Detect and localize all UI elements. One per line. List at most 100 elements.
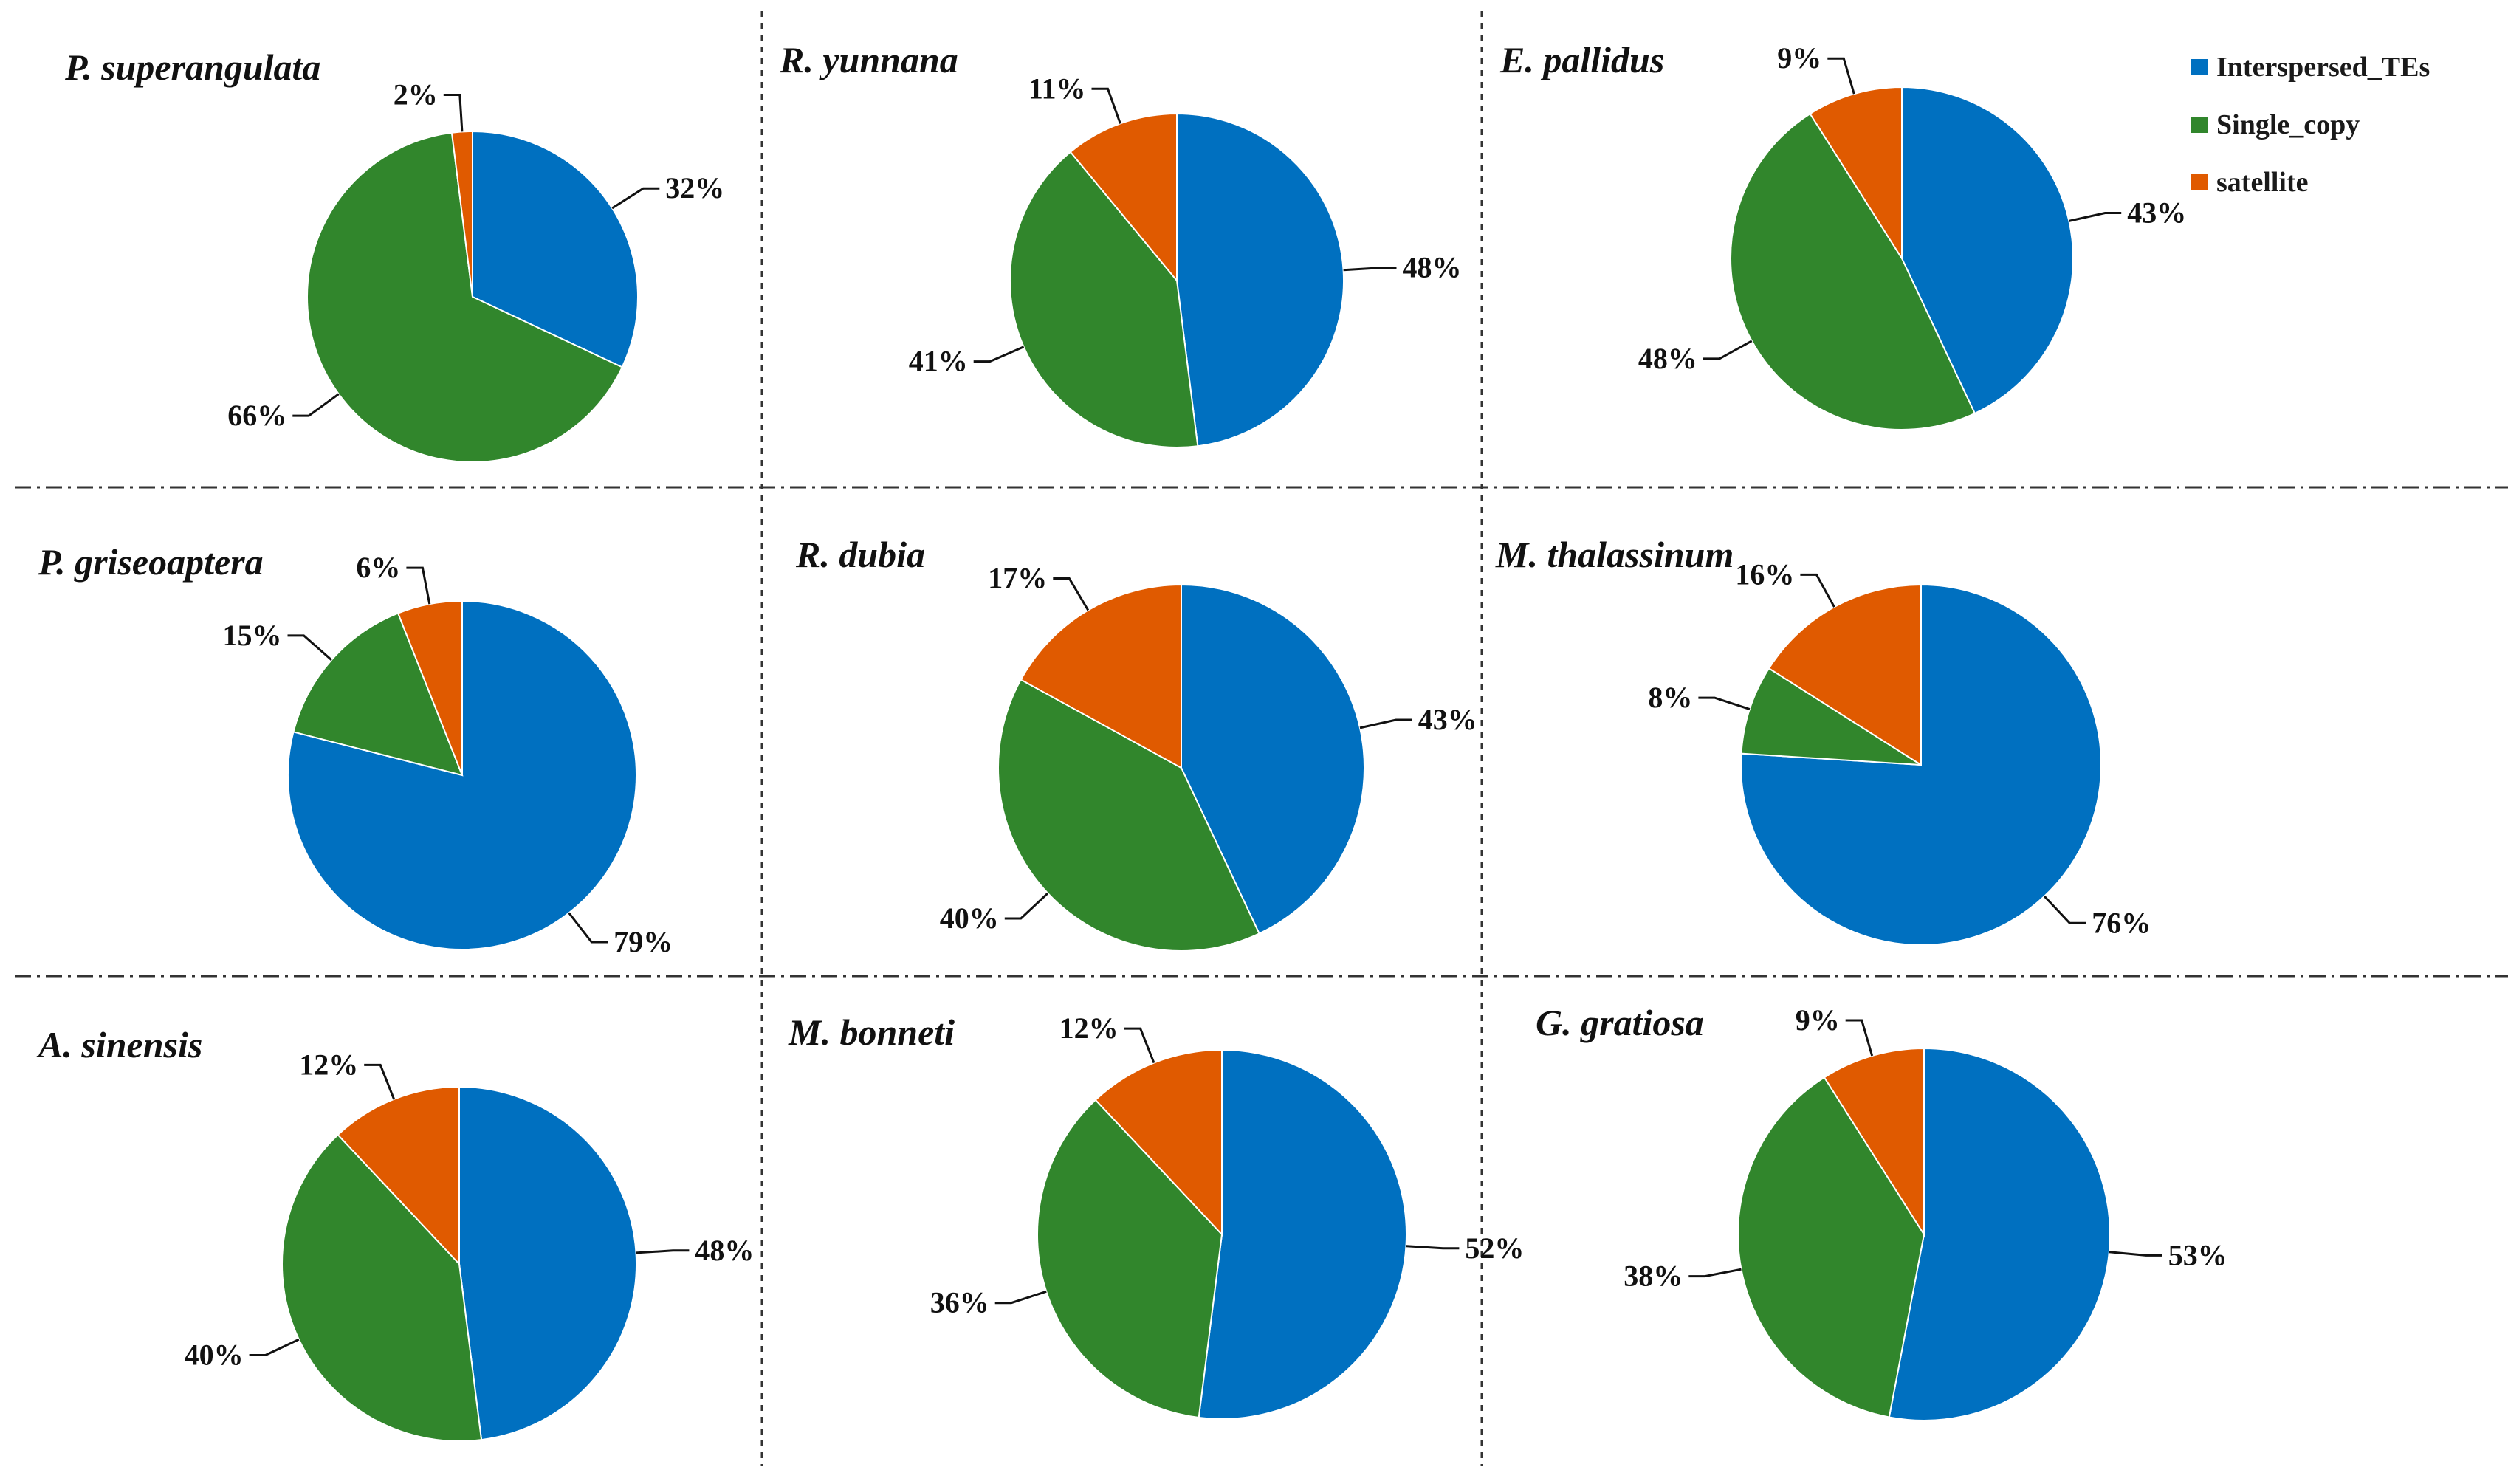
data-label: 40%	[940, 901, 999, 935]
legend-swatch-satellite	[2191, 174, 2208, 190]
leader-line	[2043, 895, 2086, 924]
legend-item-satellite: satellite	[2191, 154, 2501, 211]
pie-title: P. superangulata	[64, 47, 320, 88]
data-label: 8%	[1648, 681, 1692, 714]
pie-title: P. griseoaptera	[38, 541, 264, 583]
pie-panel-m-bonneti: M. bonneti 52% 36% 12%	[788, 1011, 1524, 1420]
data-label: 76%	[2092, 906, 2151, 939]
pie-title: E. pallidus	[1499, 39, 1664, 80]
pie-slice-satellite	[1809, 86, 1903, 261]
leader-line	[287, 634, 332, 662]
leader-line	[568, 912, 608, 944]
leader-line	[973, 346, 1025, 363]
pie-slice-single-copy	[997, 679, 1260, 952]
leader-line	[636, 1249, 690, 1254]
data-label: 66%	[227, 399, 286, 432]
leader-line	[1688, 1268, 1742, 1278]
data-label: 12%	[299, 1048, 358, 1081]
pie-slice-single-copy	[1740, 667, 1922, 766]
data-label: 41%	[909, 345, 968, 378]
pie-slice-satellite	[1020, 583, 1182, 769]
pie-slice-satellite	[450, 130, 473, 298]
pie-panel-p-griseoaptera: P. griseoaptera 79% 15% 6%	[38, 541, 673, 958]
pie-title: R. dubia	[795, 534, 925, 575]
legend-swatch-single-copy	[2191, 117, 2208, 133]
pie-slice-satellite	[1069, 112, 1178, 283]
leader-line	[1703, 340, 1753, 360]
leader-line	[2109, 1251, 2162, 1257]
pie-title: R. yunnana	[779, 39, 958, 80]
data-label: 36%	[930, 1286, 989, 1319]
data-label: 43%	[1418, 703, 1477, 736]
pie-slice-satellite	[1094, 1048, 1223, 1237]
data-label: 9%	[1796, 1003, 1840, 1037]
leader-line	[1800, 573, 1835, 608]
legend-label: Interspersed_TEs	[2216, 52, 2430, 83]
pie-title: G. gratiosa	[1536, 1002, 1704, 1043]
legend-label: Single_copy	[2216, 109, 2360, 140]
pie-slice-interspersed-tes	[1740, 583, 2102, 946]
pie-panel-r-yunnana: R. yunnana 48% 41% 11%	[779, 39, 1462, 448]
pie-slice-single-copy	[1009, 151, 1199, 448]
data-label: 2%	[394, 78, 438, 111]
leader-line	[1124, 1027, 1155, 1064]
pie-panel-a-sinensis: A. sinensis 48% 40% 12%	[36, 1024, 754, 1442]
legend-item-single-copy: Single_copy	[2191, 96, 2501, 154]
data-label: 40%	[185, 1339, 244, 1372]
pie-slice-interspersed-tes	[1888, 1047, 2111, 1421]
leader-line	[994, 1290, 1047, 1305]
data-label: 52%	[1465, 1231, 1524, 1265]
pie-panel-g-gratiosa: G. gratiosa 53% 38% 9%	[1536, 1002, 2227, 1421]
pie-title: A. sinensis	[36, 1024, 202, 1065]
leader-line	[364, 1063, 396, 1100]
data-label: 48%	[1638, 342, 1697, 375]
pie-panel-p-superangulata: P. superangulata 32% 66% 2%	[64, 47, 724, 463]
pie-slice-interspersed-tes	[458, 1085, 637, 1441]
pie-slice-interspersed-tes	[1198, 1048, 1407, 1420]
leader-line	[1091, 87, 1121, 124]
leader-line	[1004, 892, 1049, 920]
leader-line	[1359, 718, 1412, 729]
pie-title: M. bonneti	[788, 1011, 955, 1053]
panels: P. superangulata 32% 66% 2% R. yunnana 48% 41%…	[36, 39, 2227, 1442]
pie-panel-e-pallidus: E. pallidus 43% 48% 9%	[1499, 39, 2186, 430]
leader-line	[292, 393, 340, 417]
data-label: 17%	[988, 562, 1047, 595]
data-label: 48%	[695, 1234, 754, 1267]
legend: Interspersed_TEs Single_copy satellite	[2191, 38, 2501, 211]
leader-line	[1827, 57, 1855, 95]
pie-slice-satellite	[396, 600, 463, 776]
leader-line	[611, 187, 660, 210]
leader-line	[1406, 1245, 1460, 1250]
panel-dividers	[15, 11, 2508, 1466]
pie-slice-single-copy	[281, 1133, 483, 1442]
leader-line	[406, 566, 431, 605]
leader-line	[1053, 577, 1090, 611]
pie-slice-satellite	[1823, 1047, 1925, 1237]
data-label: 9%	[1777, 41, 1821, 75]
data-label: 6%	[356, 551, 400, 584]
legend-item-interspersed-tes: Interspersed_TEs	[2191, 38, 2501, 96]
leader-line	[1343, 267, 1397, 272]
pie-title: M. thalassinum	[1495, 534, 1734, 575]
pie-panel-m-thalassinum: M. thalassinum 76% 8% 16%	[1495, 534, 2151, 946]
pie-slice-interspersed-tes	[472, 130, 639, 368]
legend-label: satellite	[2216, 167, 2309, 198]
leader-line	[249, 1338, 300, 1356]
pie-panel-r-dubia: R. dubia 43% 40% 17%	[795, 534, 1477, 952]
leader-line	[1698, 696, 1751, 711]
data-label: 15%	[223, 619, 282, 652]
data-label: 16%	[1735, 557, 1794, 591]
data-label: 12%	[1059, 1011, 1119, 1045]
data-label: 11%	[1028, 72, 1086, 105]
pie-slice-satellite	[1767, 583, 1922, 766]
legend-swatch-interspersed-tes	[2191, 59, 2208, 75]
pie-slice-single-copy	[1730, 112, 1976, 430]
data-label: 79%	[614, 925, 673, 958]
leader-line	[443, 94, 464, 132]
data-label: 48%	[1403, 251, 1462, 284]
pie-slice-satellite	[337, 1085, 460, 1266]
data-label: 32%	[665, 171, 724, 205]
pie-slice-single-copy	[1037, 1099, 1223, 1419]
